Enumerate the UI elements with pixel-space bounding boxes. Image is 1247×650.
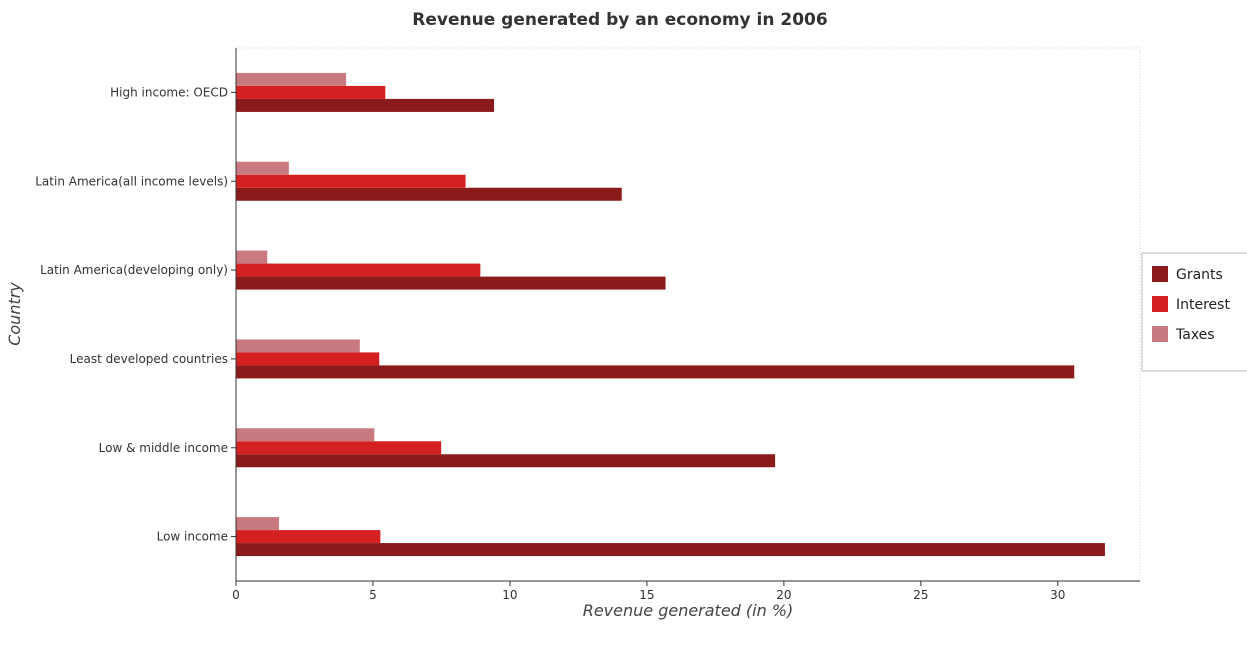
bar-grants-least-developed-countries <box>236 365 1075 379</box>
bar-interest-low-middle-income <box>236 441 442 455</box>
bar-interest-high-income-oecd <box>236 85 386 99</box>
bar-interest-least-developed-countries <box>236 352 380 366</box>
bar-taxes-low-middle-income <box>236 428 375 442</box>
bar-interest-latin-america-developing-only <box>236 263 481 277</box>
y-ticks-group: High income: OECD Latin America(all incom… <box>35 85 236 544</box>
legend-label-interest: Interest <box>1176 297 1230 313</box>
x-tick-label: 20 <box>776 588 791 602</box>
x-tick-label: 25 <box>913 588 928 602</box>
bar-taxes-low-income <box>236 517 280 531</box>
y-tick-label: Latin America(all income levels) <box>35 174 228 188</box>
bar-grants-high-income-oecd <box>236 98 495 112</box>
chart-title: Revenue generated by an economy in 2006 <box>412 10 827 30</box>
plot-area <box>235 47 1141 582</box>
x-ticks-group: 0 5 10 15 20 25 30 <box>232 581 1065 602</box>
legend: Grants Interest Taxes <box>1141 252 1247 372</box>
y-tick-label: High income: OECD <box>110 85 228 99</box>
bar-taxes-least-developed-countries <box>236 339 360 353</box>
bar-taxes-high-income-oecd <box>236 72 347 86</box>
bar-taxes-latin-america-all-income-levels <box>236 161 289 175</box>
y-tick-label: Least developed countries <box>70 352 228 366</box>
x-tick-label: 0 <box>232 588 240 602</box>
x-tick-label: 30 <box>1050 588 1065 602</box>
bar-grants-latin-america-all-income-levels <box>236 187 622 201</box>
x-tick-label: 5 <box>369 588 377 602</box>
bar-grants-low-middle-income <box>236 454 776 468</box>
x-tick-label: 10 <box>502 588 517 602</box>
y-tick-label: Low income <box>157 530 228 544</box>
x-axis-label: Revenue generated (in %) <box>583 601 794 620</box>
legend-label-grants: Grants <box>1176 267 1223 283</box>
bars-group <box>236 72 1105 557</box>
legend-swatch-grants <box>1152 266 1168 282</box>
legend-swatch-taxes <box>1152 326 1168 342</box>
y-axis-label: Country <box>5 282 24 346</box>
bar-taxes-latin-america-developing-only <box>236 250 268 264</box>
legend-label-taxes: Taxes <box>1175 327 1215 343</box>
bar-grants-low-income <box>236 543 1105 557</box>
legend-swatch-interest <box>1152 296 1168 312</box>
y-tick-label: Latin America(developing only) <box>40 263 228 277</box>
bar-interest-low-income <box>236 530 381 544</box>
bar-interest-latin-america-all-income-levels <box>236 174 466 188</box>
bar-grants-latin-america-developing-only <box>236 276 666 290</box>
y-tick-label: Low & middle income <box>99 441 228 455</box>
x-tick-label: 15 <box>639 588 654 602</box>
